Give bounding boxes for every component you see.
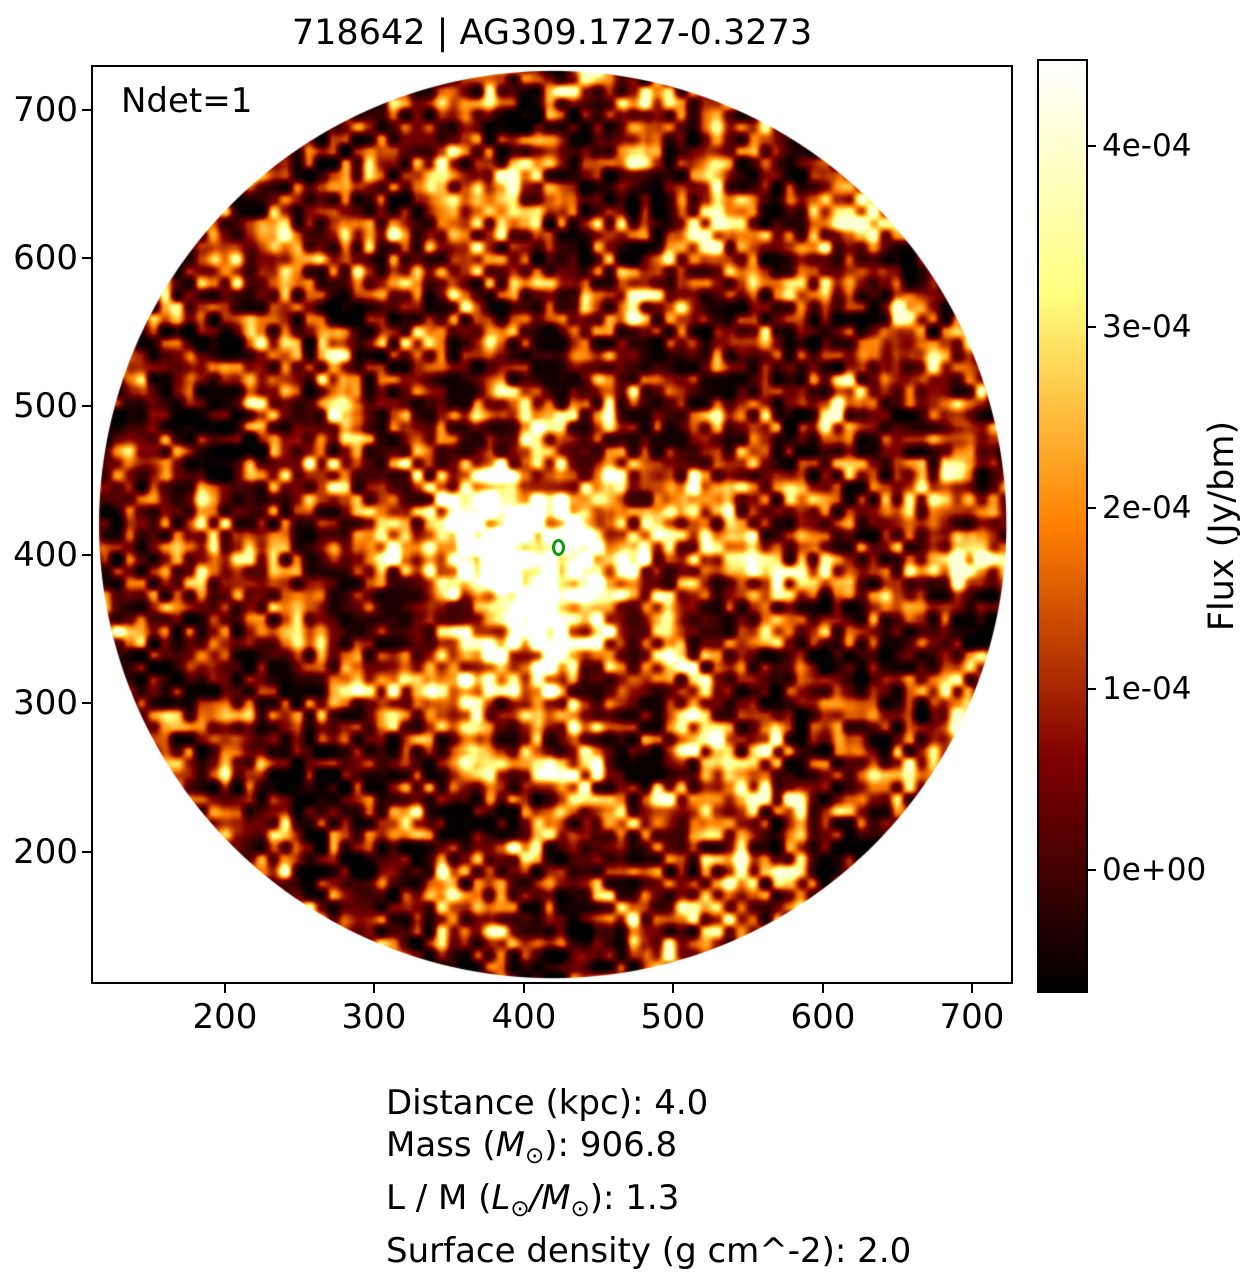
colorbar-tick-label: 3e-04 [1102, 309, 1192, 345]
y-tick [82, 109, 91, 111]
sun-symbol: ⊙ [510, 1196, 530, 1222]
x-tick [822, 984, 824, 993]
colorbar-tick-label: 0e+00 [1102, 852, 1207, 888]
y-tick [82, 257, 91, 259]
colorbar-axis-label: Flux (Jy/bm) [1202, 420, 1242, 632]
colorbar-tick [1087, 145, 1096, 147]
y-tick-label: 500 [13, 386, 78, 426]
colorbar [1037, 59, 1088, 993]
colorbar-tick-label: 4e-04 [1102, 128, 1192, 164]
flux-map-image [93, 67, 1011, 982]
y-tick [82, 405, 91, 407]
colorbar-tick [1087, 869, 1096, 871]
y-tick-label: 300 [13, 683, 78, 723]
y-tick-label: 400 [13, 535, 78, 575]
x-tick [523, 984, 525, 993]
x-tick [672, 984, 674, 993]
x-tick-label: 200 [192, 997, 258, 1037]
x-tick-label: 600 [790, 997, 856, 1037]
info-mass: Mass (M⊙): 906.8 [386, 1125, 678, 1169]
x-tick [224, 984, 226, 993]
x-tick-label: 400 [491, 997, 557, 1037]
y-tick-label: 600 [13, 238, 78, 278]
detection-marker [551, 539, 565, 557]
sun-symbol: ⊙ [525, 1143, 545, 1169]
x-tick [971, 984, 973, 993]
colorbar-tick-label: 2e-04 [1102, 490, 1192, 526]
sun-symbol: ⊙ [570, 1196, 590, 1222]
colorbar-tick [1087, 507, 1096, 509]
plot-area: Ndet=1 [91, 65, 1013, 984]
x-tick [373, 984, 375, 993]
colorbar-tick-label: 1e-04 [1102, 671, 1192, 707]
y-tick-label: 700 [13, 90, 78, 130]
x-tick-label: 500 [640, 997, 706, 1037]
info-l-over-m: L / M (L⊙/M⊙): 1.3 [386, 1178, 680, 1222]
y-tick [82, 851, 91, 853]
y-tick [82, 702, 91, 704]
detection-center-dot [556, 546, 560, 550]
ndet-annotation: Ndet=1 [121, 81, 253, 121]
source-info-block: Distance (kpc): 4.0 Mass (M⊙): 906.8 L /… [386, 1082, 911, 1272]
info-distance: Distance (kpc): 4.0 [386, 1083, 709, 1123]
x-tick-label: 300 [341, 997, 407, 1037]
y-tick [82, 554, 91, 556]
plot-title: 718642 | AG309.1727-0.3273 [291, 13, 813, 53]
y-tick-label: 200 [13, 832, 78, 872]
info-surface-density: Surface density (g cm^-2): 2.0 [386, 1231, 912, 1271]
colorbar-tick [1087, 326, 1096, 328]
colorbar-tick [1087, 688, 1096, 690]
x-tick-label: 700 [939, 997, 1005, 1037]
